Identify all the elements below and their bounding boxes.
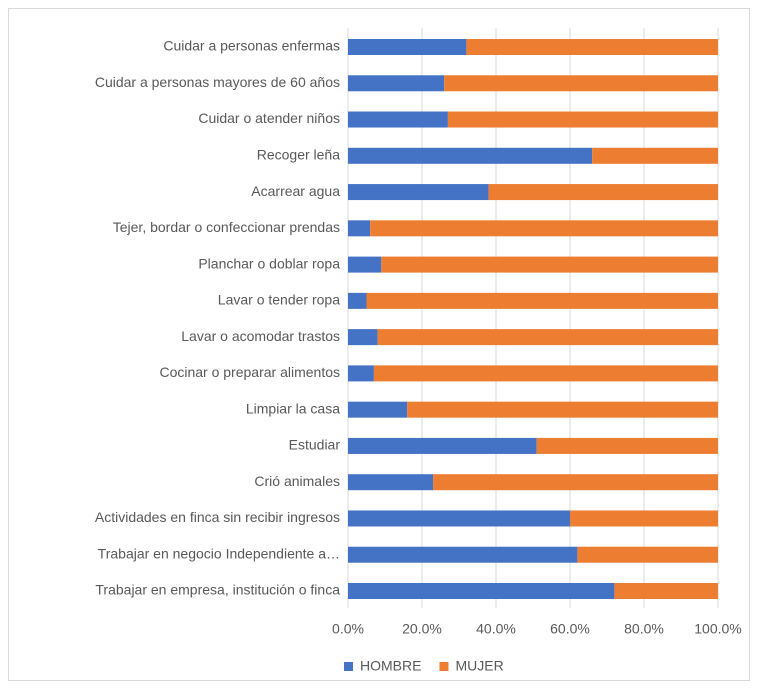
bar: [366, 292, 718, 309]
bar: [577, 546, 718, 563]
bar: [570, 510, 718, 527]
bar: [348, 583, 615, 599]
bar: [348, 546, 578, 563]
bar: [348, 401, 408, 418]
x-tick-label: 0.0%: [332, 621, 364, 637]
bar: [536, 437, 718, 454]
y-tick-label: Cocinar o preparar alimentos: [159, 364, 340, 380]
y-tick-label: Estudiar: [289, 437, 341, 453]
bar: [433, 474, 718, 491]
legend-swatch: [439, 662, 449, 671]
bar: [348, 75, 445, 92]
x-tick-label: 40.0%: [476, 621, 516, 637]
y-tick-label: Tejer, bordar o confeccionar prendas: [113, 219, 340, 235]
y-tick-label: Cuidar a personas mayores de 60 años: [95, 74, 340, 90]
bar: [466, 39, 718, 55]
bar: [348, 365, 374, 382]
x-tick-label: 20.0%: [402, 621, 442, 637]
bar: [348, 111, 448, 128]
bar: [348, 220, 371, 237]
y-tick-label: Lavar o acomodar trastos: [181, 328, 340, 344]
y-tick-label: Actividades en finca sin recibir ingreso…: [95, 509, 340, 525]
bar: [407, 401, 718, 418]
bar: [614, 583, 718, 599]
y-tick-label: Planchar o doblar ropa: [198, 255, 340, 271]
x-tick-label: 60.0%: [550, 621, 590, 637]
bar: [348, 147, 593, 164]
y-tick-label: Cuidar a personas enfermas: [163, 38, 340, 54]
y-tick-label: Cuidar o atender niños: [198, 110, 340, 126]
bar: [348, 329, 378, 346]
y-tick-label: Trabajar en negocio Independiente a…: [98, 545, 340, 561]
bar: [370, 220, 718, 237]
bar: [447, 111, 718, 128]
legend-label: HOMBRE: [360, 658, 421, 674]
bar: [348, 510, 570, 527]
y-tick-label: Lavar o tender ropa: [218, 292, 340, 308]
y-tick-label: Recoger leña: [257, 147, 340, 163]
bar: [348, 292, 367, 309]
y-tick-label: Acarrear agua: [251, 183, 340, 199]
bar: [348, 437, 537, 454]
y-tick-label: Crió animales: [254, 473, 340, 489]
bar: [592, 147, 718, 164]
bar: [377, 329, 718, 346]
y-tick-label: Trabajar en empresa, institución o finca: [95, 582, 340, 598]
bar: [444, 75, 718, 92]
bar: [348, 184, 489, 201]
bar: [348, 256, 382, 273]
x-tick-label: 100.0%: [694, 621, 741, 637]
bar: [488, 184, 718, 201]
legend-label: MUJER: [455, 658, 503, 674]
y-tick-label: Limpiar la casa: [246, 400, 340, 416]
bar: [348, 474, 434, 491]
bar: [373, 365, 718, 382]
bar: [381, 256, 718, 273]
bar: [348, 39, 467, 55]
legend-swatch: [344, 662, 353, 671]
x-tick-label: 80.0%: [624, 621, 664, 637]
